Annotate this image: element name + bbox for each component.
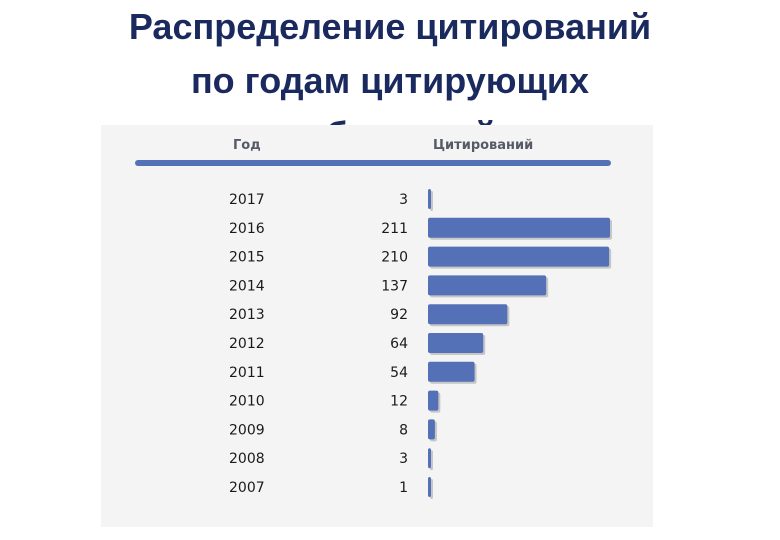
bar-2014 <box>428 275 547 296</box>
bar-2010 <box>428 390 439 411</box>
year-label-2013: 2013 <box>229 307 265 323</box>
title-line-2: по годам цитирующих <box>190 60 590 101</box>
bar-2007 <box>428 477 431 497</box>
value-label-2015: 210 <box>381 250 408 266</box>
value-label-2008: 3 <box>399 451 408 467</box>
bar-2011 <box>428 361 475 382</box>
value-label-2012: 64 <box>390 336 408 352</box>
value-label-2010: 12 <box>390 394 408 410</box>
year-label-2012: 2012 <box>229 336 265 352</box>
bar-2016 <box>428 217 610 238</box>
year-label-2014: 2014 <box>229 278 265 294</box>
bar-2017 <box>428 189 431 209</box>
citations-chart-panel: Год Цитирований 2017 3 2016 211 2015 210 2014 1… <box>101 125 653 527</box>
year-label-2016: 2016 <box>229 221 265 237</box>
value-label-2011: 54 <box>390 365 408 381</box>
citations-bar-chart: 2017 3 2016 211 2015 210 2014 137 2013 92 2012 64 20… <box>229 189 612 499</box>
header-divider <box>135 160 611 166</box>
year-column-header: Год <box>233 138 261 153</box>
year-label-2009: 2009 <box>229 422 265 438</box>
year-label-2011: 2011 <box>229 365 265 381</box>
year-label-2010: 2010 <box>229 394 265 410</box>
bar-2015 <box>428 246 610 267</box>
value-label-2017: 3 <box>399 192 408 208</box>
value-label-2007: 1 <box>399 480 408 496</box>
value-label-2016: 211 <box>381 221 408 237</box>
value-label-2014: 137 <box>381 278 408 294</box>
year-label-2015: 2015 <box>229 250 265 266</box>
citations-column-header: Цитирований <box>433 138 534 153</box>
value-label-2009: 8 <box>399 422 408 438</box>
value-label-2013: 92 <box>390 307 408 323</box>
bar-2013 <box>428 304 508 325</box>
page-title: Распределение цитирований по годам цитир… <box>0 0 780 125</box>
bar-2009 <box>428 419 435 440</box>
bar-2012 <box>428 333 484 353</box>
year-label-2008: 2008 <box>229 451 265 467</box>
title-line-3: публикаций <box>0 108 780 125</box>
year-label-2007: 2007 <box>229 480 265 496</box>
title-line-1: Распределение цитирований <box>128 6 652 47</box>
bar-2008 <box>428 448 431 469</box>
year-label-2017: 2017 <box>229 192 265 208</box>
